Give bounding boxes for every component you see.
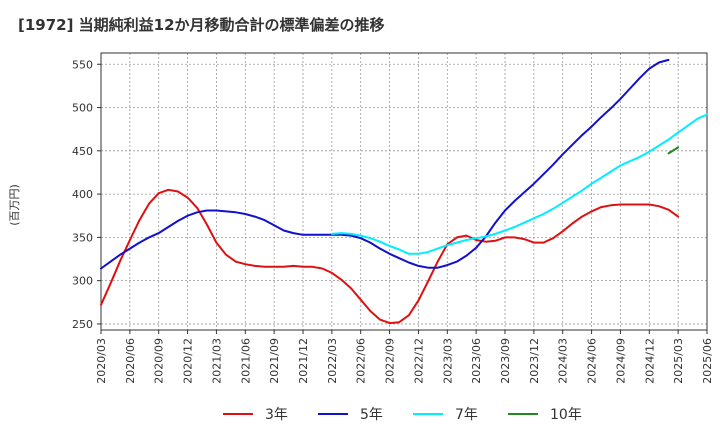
legend-label-2: 5年 [360, 407, 383, 423]
y-tick-label: 350 [72, 231, 93, 244]
y-tick-label: 250 [72, 318, 93, 331]
y-tick-label: 500 [72, 102, 93, 115]
x-tick-label: 2022/03 [326, 338, 339, 384]
x-tick-label: 2024/09 [614, 338, 627, 384]
x-tick-label: 2021/03 [210, 338, 223, 384]
x-tick-label: 2021/09 [268, 338, 281, 384]
x-tick-label: 2023/03 [441, 338, 454, 384]
x-tick-label: 2021/12 [297, 338, 310, 384]
x-tick-label: 2024/06 [586, 338, 599, 384]
x-tick-label: 2023/06 [470, 338, 483, 384]
series-line-1 [100, 188, 680, 325]
legend: 3年 5年 7年 10年 [223, 407, 582, 423]
x-tick-label: 2025/03 [672, 338, 685, 384]
plot-frame [100, 52, 708, 331]
x-tick-label: 2022/09 [384, 338, 397, 384]
x-tick-label: 2020/03 [95, 338, 108, 384]
y-tick-label: 400 [72, 188, 93, 201]
series-line-4 [667, 146, 680, 155]
x-tick-label: 2020/12 [182, 338, 195, 384]
y-axis-label: (百万円) [8, 184, 21, 226]
series-line-3 [330, 113, 708, 255]
chart-title: [1972] 当期純利益12か月移動合計の標準偏差の推移 [18, 16, 385, 34]
x-tick-label: 2025/06 [701, 338, 714, 384]
y-tick-label: 550 [72, 58, 93, 71]
x-tick-label: 2024/03 [557, 338, 570, 384]
axes: 250 300 350 400 450 500 550 2020/03 2020/06 2020/… [72, 52, 714, 384]
x-tick-label: 2022/12 [412, 338, 425, 384]
legend-label-1: 3年 [265, 407, 288, 423]
x-tick-label: 2020/09 [153, 338, 166, 384]
x-tick-label: 2020/06 [124, 338, 137, 384]
legend-label-4: 10年 [550, 407, 582, 423]
y-tick-label: 300 [72, 275, 93, 288]
grid [100, 53, 708, 330]
x-tick-label: 2021/06 [239, 338, 252, 384]
y-tick-label: 450 [72, 145, 93, 158]
x-tick-label: 2023/09 [499, 338, 512, 384]
x-tick-label: 2022/06 [355, 338, 368, 384]
series-line-2 [100, 58, 670, 270]
legend-label-3: 7年 [455, 407, 478, 423]
series-lines [100, 58, 708, 325]
x-tick-label: 2024/12 [643, 338, 656, 384]
x-tick-label: 2023/12 [528, 338, 541, 384]
